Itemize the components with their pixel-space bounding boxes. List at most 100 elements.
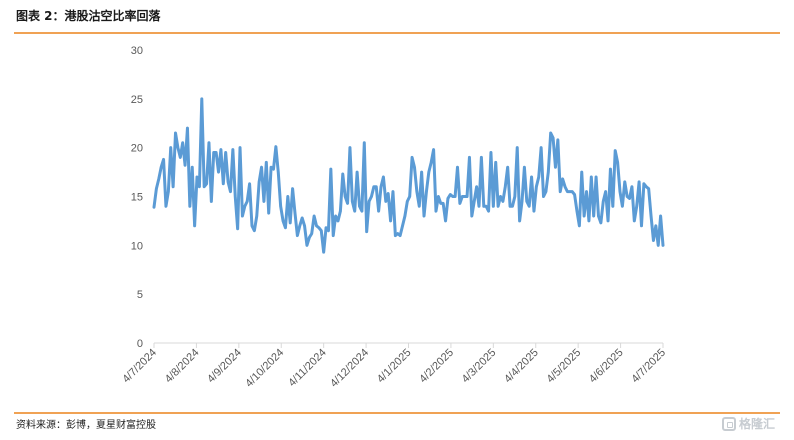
data-point: [377, 209, 380, 213]
data-point: [274, 145, 278, 148]
data-point: [520, 200, 524, 203]
data-point: [489, 151, 493, 154]
data-point: [408, 195, 411, 198]
data-point: [358, 205, 361, 208]
data-point: [570, 190, 574, 193]
data-point: [516, 146, 519, 149]
data-point: [389, 219, 392, 223]
data-point: [343, 195, 347, 198]
data-point: [451, 195, 454, 198]
data-point: [394, 234, 397, 237]
y-tick-label: 30: [131, 45, 143, 57]
x-tick-label: 4/10/2024: [243, 347, 286, 390]
data-point: [568, 190, 571, 193]
data-point: [492, 205, 495, 208]
data-point: [511, 205, 514, 208]
data-point: [539, 146, 543, 149]
data-point: [633, 219, 636, 223]
data-point: [661, 244, 665, 247]
data-point: [523, 166, 526, 169]
data-point: [623, 180, 626, 184]
data-point: [327, 229, 330, 232]
x-tick-label: 4/6/2025: [587, 347, 626, 386]
x-axis: 4/7/2024 4/8/2024 4/9/2024 4/10/2024 4/11/20…: [120, 343, 668, 390]
data-point: [525, 200, 528, 203]
data-point: [243, 205, 247, 208]
x-tick-label: 4/3/2025: [460, 347, 499, 386]
data-point: [329, 167, 333, 171]
data-point: [312, 214, 316, 218]
data-point: [549, 131, 552, 135]
data-point: [470, 214, 474, 218]
data-point: [585, 190, 588, 193]
y-tick-label: 20: [131, 143, 143, 155]
data-point: [348, 146, 352, 149]
data-point: [200, 97, 203, 101]
data-point: [255, 214, 258, 218]
data-point: [618, 190, 622, 193]
data-point: [159, 166, 163, 169]
data-point: [487, 209, 490, 213]
data-point: [406, 200, 409, 203]
data-point: [645, 185, 648, 188]
data-point: [592, 214, 595, 218]
data-point: [580, 170, 583, 174]
data-point: [157, 177, 160, 181]
x-tick-label: 4/8/2024: [163, 347, 202, 386]
data-point: [475, 185, 478, 188]
y-tick-label: 0: [137, 338, 143, 350]
data-point: [384, 200, 387, 203]
data-point: [657, 244, 660, 247]
data-point: [341, 172, 344, 176]
data-point: [597, 214, 600, 218]
data-point: [499, 195, 502, 198]
data-point: [300, 216, 304, 220]
data-point: [152, 206, 156, 209]
data-point: [272, 167, 275, 171]
data-point: [267, 211, 270, 215]
data-point: [413, 166, 416, 169]
data-point: [582, 214, 586, 218]
data-point: [640, 224, 643, 227]
data-point: [513, 195, 517, 198]
data-point: [506, 166, 509, 169]
data-point: [198, 185, 201, 188]
data-point: [257, 180, 261, 184]
data-point: [530, 175, 533, 179]
x-tick-label: 4/7/2024: [120, 347, 159, 386]
data-point: [501, 200, 505, 203]
data-point: [169, 146, 172, 149]
data-point: [587, 219, 591, 223]
data-point: [425, 190, 428, 193]
data-point: [181, 141, 184, 144]
data-point: [611, 205, 615, 208]
data-point: [432, 148, 435, 151]
data-point: [315, 224, 318, 227]
data-point: [391, 190, 395, 193]
data-point: [262, 200, 266, 203]
data-point: [594, 175, 598, 179]
data-point: [174, 131, 177, 135]
watermark-text: 格隆汇: [739, 417, 776, 431]
x-tick-label: 4/2/2025: [417, 347, 456, 386]
data-point: [339, 209, 342, 213]
data-point: [654, 224, 658, 227]
data-point: [449, 193, 452, 196]
data-point: [461, 195, 464, 198]
data-point: [508, 205, 512, 208]
data-point: [559, 190, 562, 193]
data-point: [518, 219, 521, 223]
bottom-divider: [14, 412, 780, 414]
data-point: [186, 126, 189, 130]
data-point: [253, 229, 256, 232]
x-tick-label: 4/5/2025: [545, 347, 584, 386]
data-point: [635, 205, 638, 208]
data-point: [427, 170, 431, 174]
data-point: [418, 205, 421, 208]
data-point: [477, 205, 481, 208]
data-point: [430, 161, 433, 164]
x-tick-label: 4/9/2024: [205, 347, 244, 386]
data-point: [281, 219, 285, 223]
data-point: [649, 214, 653, 218]
